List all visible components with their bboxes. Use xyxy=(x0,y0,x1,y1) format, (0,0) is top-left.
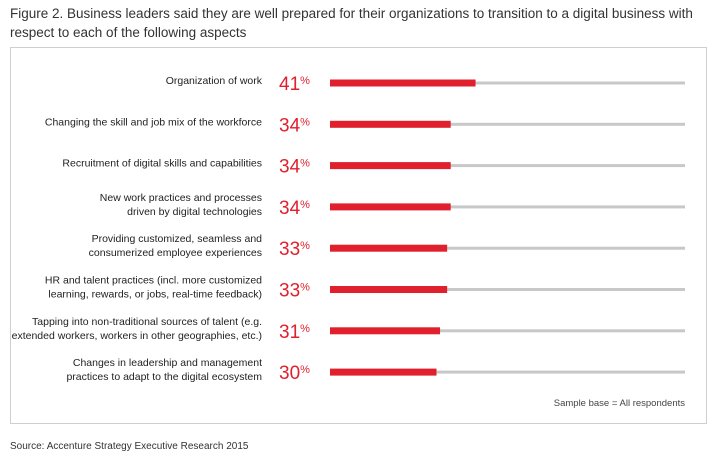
bar-track xyxy=(330,288,685,291)
bar xyxy=(330,368,437,376)
source-note: Source: Accenture Strategy Executive Res… xyxy=(10,441,249,452)
bar xyxy=(330,327,441,335)
bar xyxy=(330,162,451,170)
bar-track xyxy=(330,122,685,126)
value-label: 41% xyxy=(279,74,310,95)
category-label: Changes in leadership and management prac… xyxy=(66,357,262,383)
category-label: Tapping into non-traditional sources of … xyxy=(12,316,262,342)
value-label: 34% xyxy=(279,198,310,219)
value-label: 31% xyxy=(279,322,310,343)
bar xyxy=(330,79,476,87)
category-label: Organization of work xyxy=(166,75,263,87)
bar-track xyxy=(330,370,685,374)
bar-track xyxy=(330,205,685,209)
figure-title: Figure 2. Business leaders said they are… xyxy=(10,6,693,40)
bar-track xyxy=(330,81,685,85)
bar-track xyxy=(330,329,685,333)
category-label: Providing customized, seamless and consum… xyxy=(89,233,262,259)
bar xyxy=(330,120,451,128)
bar xyxy=(330,203,451,211)
category-label: New work practices and processes driven b… xyxy=(100,192,262,218)
sample-base-note: Sample base = All respondents xyxy=(554,398,685,409)
category-label: HR and talent practices (incl. more cust… xyxy=(45,275,262,301)
value-label: 33% xyxy=(279,239,310,260)
value-label: 30% xyxy=(279,363,310,384)
category-label: Recruitment of digital skills and capabi… xyxy=(62,158,262,170)
bar-track xyxy=(330,246,685,250)
value-label: 34% xyxy=(279,115,310,136)
bar xyxy=(330,286,448,293)
bar-track xyxy=(330,164,685,168)
value-label: 34% xyxy=(279,157,310,178)
value-label: 33% xyxy=(279,281,310,302)
bar xyxy=(330,244,448,252)
category-label: Changing the skill and job mix of the wo… xyxy=(45,116,262,128)
chart-frame xyxy=(10,47,707,424)
